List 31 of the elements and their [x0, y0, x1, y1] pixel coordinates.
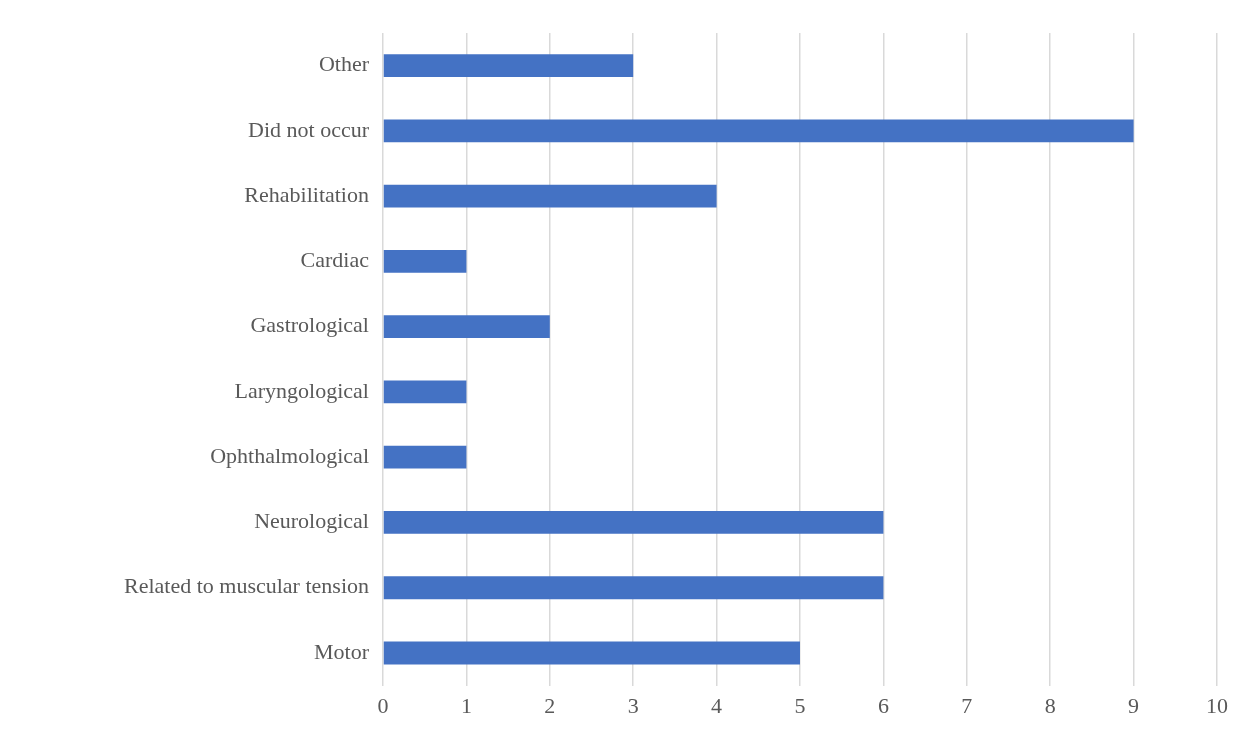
- y-tick-label: Laryngological: [234, 377, 369, 403]
- x-tick-label: 9: [1128, 692, 1140, 718]
- x-tick-label: 6: [877, 692, 889, 718]
- x-tick-label: 5: [794, 692, 806, 718]
- x-tick-label: 10: [1206, 692, 1228, 718]
- y-tick-label: Cardiac: [300, 247, 370, 273]
- bar: [383, 119, 1134, 143]
- y-tick-label: Other: [318, 51, 370, 77]
- x-tick-label: 7: [961, 692, 973, 718]
- bar: [383, 54, 634, 78]
- y-tick-label: Gastrological: [250, 312, 369, 338]
- bar: [383, 315, 550, 339]
- x-tick-label: 8: [1044, 692, 1056, 718]
- x-tick-label: 1: [460, 692, 472, 718]
- bar: [383, 184, 717, 208]
- bar: [383, 445, 467, 469]
- bar: [383, 576, 884, 600]
- x-tick-label: 3: [627, 692, 639, 718]
- x-tick-label: 0: [377, 692, 389, 718]
- y-tick-label: Neurological: [254, 508, 369, 534]
- y-tick-label: Ophthalmological: [210, 442, 369, 468]
- bar: [383, 641, 800, 665]
- bar: [383, 380, 467, 404]
- bar: [383, 511, 884, 534]
- x-tick-label: 4: [711, 692, 723, 718]
- y-tick-label: Did not occur: [248, 116, 370, 142]
- x-tick-label: 2: [544, 692, 556, 718]
- y-tick-label: Rehabilitation: [244, 181, 369, 207]
- y-tick-label: Related to muscular tension: [124, 573, 369, 599]
- bar: [383, 249, 467, 273]
- y-tick-label: Motor: [314, 638, 370, 664]
